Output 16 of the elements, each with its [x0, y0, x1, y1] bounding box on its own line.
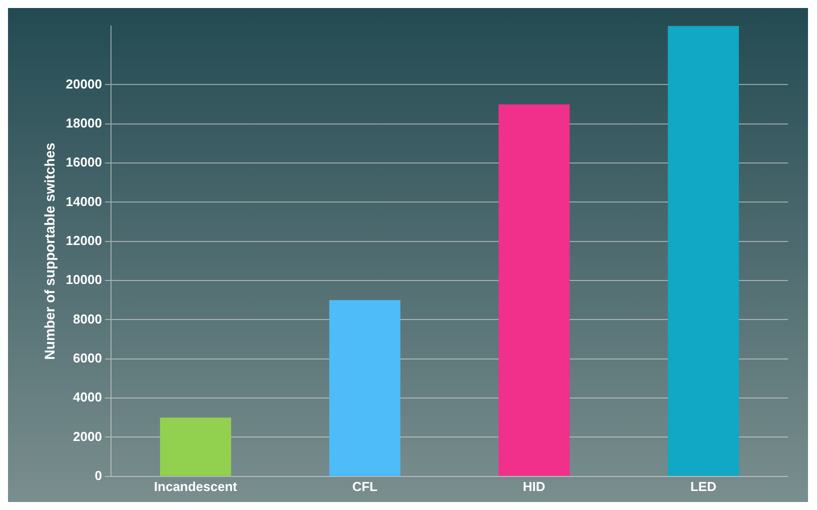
y-tick-label: 14000 [66, 194, 102, 209]
y-tick-label: 20000 [66, 76, 102, 92]
y-tick-label: 12000 [66, 232, 102, 248]
y-tick-label: 16000 [66, 154, 102, 170]
y-tick-label: 0 [94, 468, 102, 483]
x-tick-label: CFL [352, 478, 378, 494]
y-tick-label: 18000 [66, 115, 102, 130]
y-tick-label: 4000 [73, 390, 102, 405]
y-tick-label: 6000 [73, 350, 102, 366]
y-axis-title: Number of supportable switches [41, 142, 58, 360]
y-tick-label: 10000 [66, 272, 102, 288]
x-tick-label: HID [522, 478, 546, 494]
x-tick-label: LED [690, 478, 716, 494]
y-tick-label: 2000 [73, 428, 102, 444]
x-tick-label: Incandescent [154, 478, 238, 494]
y-tick-label: 8000 [73, 311, 102, 326]
